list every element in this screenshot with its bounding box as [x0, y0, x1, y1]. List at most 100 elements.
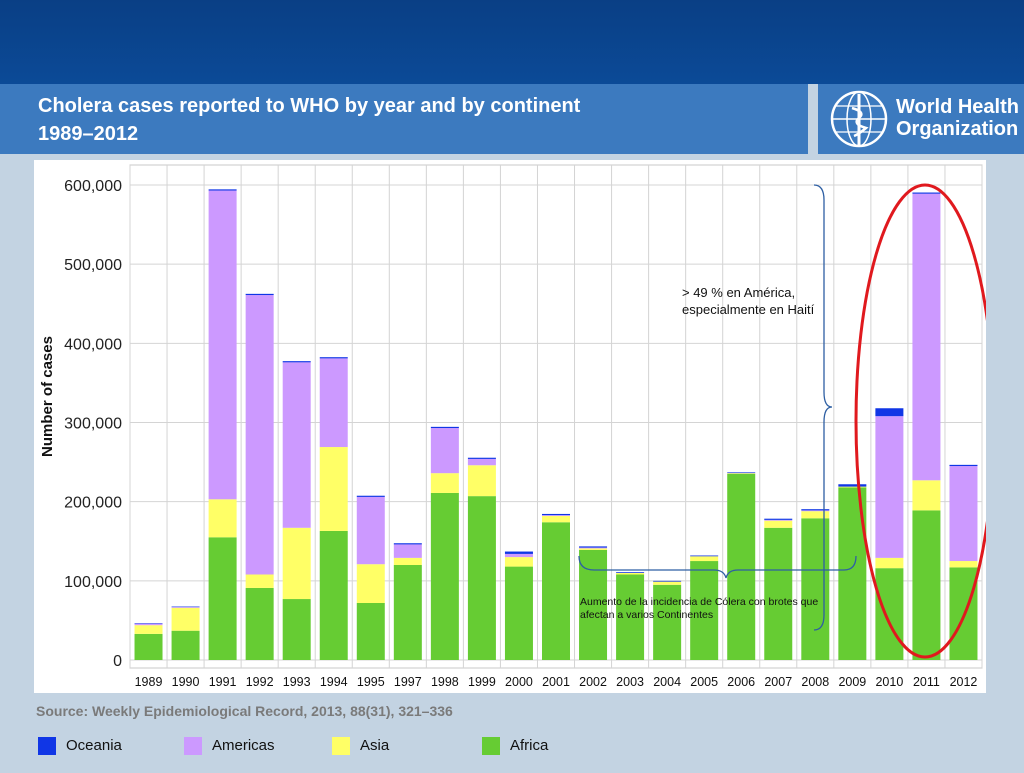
legend-label: Asia	[360, 737, 390, 754]
bar-asia-2012	[949, 561, 978, 568]
annotation-americas-box: > 49 % en América, especialmente en Hait…	[682, 285, 815, 317]
bar-oceania-2008	[801, 509, 830, 511]
bar-asia-1997	[393, 557, 422, 565]
legend-swatch	[332, 737, 350, 755]
x-tick-label: 2000	[505, 675, 533, 689]
bar-asia-1999	[467, 465, 496, 497]
bar-africa-2001	[542, 522, 570, 660]
x-tick-label: 1991	[209, 675, 237, 689]
bar-oceania-1991	[208, 189, 237, 191]
bar-africa-1995	[356, 603, 385, 660]
americas-brace	[813, 184, 833, 631]
bar-africa-2008	[801, 518, 830, 660]
x-tick-label: 1993	[283, 675, 311, 689]
bar-americas-1992	[245, 295, 274, 575]
bar-africa-2004	[653, 584, 682, 660]
x-tick-label: 2002	[579, 675, 607, 689]
bar-africa-2010	[875, 568, 904, 660]
x-tick-label: 2005	[690, 675, 718, 689]
bar-oceania-2009	[838, 484, 867, 487]
bar-americas-1989	[134, 623, 163, 626]
x-tick-label: 1990	[172, 675, 200, 689]
bar-americas-2000	[504, 553, 533, 558]
who-logo-text: World Health Organization	[896, 96, 1019, 140]
x-tick-label: 1997	[394, 675, 422, 689]
bar-oceania-1999	[467, 457, 496, 459]
x-tick-label: 1995	[357, 675, 385, 689]
bar-africa-2011	[912, 510, 941, 660]
legend-label: Africa	[510, 737, 549, 754]
x-tick-label: 2008	[801, 675, 829, 689]
bar-oceania-2001	[542, 513, 570, 516]
bar-asia-1990	[171, 607, 200, 631]
legend-swatch	[38, 737, 56, 755]
bar-asia-2001	[542, 515, 570, 523]
bar-africa-2005	[690, 561, 719, 660]
x-tick-label: 2011	[913, 675, 940, 689]
bar-americas-2012	[949, 466, 978, 562]
bar-asia-1994	[319, 447, 348, 531]
highlight-ellipse	[854, 183, 986, 659]
x-tick-label: 2009	[838, 675, 866, 689]
bar-africa-1990	[171, 630, 200, 660]
bar-africa-1994	[319, 530, 348, 660]
bar-americas-2011	[912, 193, 941, 481]
who-logo-line2: Organization	[896, 118, 1019, 140]
bar-americas-2007	[764, 519, 793, 521]
y-tick-label: 0	[113, 653, 122, 670]
bar-oceania-2003	[616, 572, 645, 573]
bar-oceania-2007	[764, 518, 793, 520]
bar-asia-1993	[282, 527, 311, 600]
bar-americas-1991	[208, 190, 237, 500]
bar-oceania-2012	[949, 464, 978, 467]
bar-oceania-2002	[579, 546, 608, 548]
bar-americas-1994	[319, 358, 348, 448]
bar-oceania-2004	[653, 580, 682, 582]
bar-oceania-2000	[504, 551, 533, 554]
bar-africa-2003	[616, 574, 645, 660]
bar-africa-1997	[393, 565, 422, 660]
bar-oceania-1990	[171, 606, 200, 608]
source-citation: Source: Weekly Epidemiological Record, 2…	[36, 703, 453, 719]
bar-asia-2010	[875, 557, 904, 569]
bar-asia-1995	[356, 564, 385, 603]
bar-asia-2006	[727, 473, 756, 474]
bar-oceania-2005	[690, 555, 719, 557]
bar-americas-1995	[356, 496, 385, 565]
legend-item-asia: Asia	[332, 736, 452, 756]
bar-americas-1993	[282, 362, 311, 528]
bar-asia-2002	[579, 548, 608, 550]
bar-americas-1998	[430, 428, 459, 474]
x-tick-label: 1989	[135, 675, 163, 689]
bar-oceania-2006	[727, 472, 756, 474]
legend-label: Oceania	[66, 737, 122, 754]
bar-oceania-1995	[356, 495, 385, 497]
legend-item-americas: Americas	[184, 736, 304, 756]
x-tick-label: 2003	[616, 675, 644, 689]
annotation-incidence: Aumento de la incidencia de Cólera con b…	[580, 596, 819, 621]
x-tick-label: 2006	[727, 675, 755, 689]
bar-asia-2011	[912, 480, 941, 511]
bar-asia-2003	[616, 572, 645, 575]
bar-africa-1991	[208, 537, 237, 660]
x-tick-label: 1999	[468, 675, 496, 689]
bar-asia-2007	[764, 520, 793, 528]
bar-africa-1993	[282, 599, 311, 660]
chart-frame: 0 100,000 200,000 300,000 400,000 500,000 600,…	[34, 160, 986, 693]
bar-africa-2002	[579, 549, 608, 660]
legend-swatch	[184, 737, 202, 755]
x-tick-label: 1992	[246, 675, 274, 689]
bar-americas-1997	[393, 544, 422, 558]
y-tick-label: 100,000	[64, 574, 122, 591]
bar-asia-1989	[134, 625, 163, 634]
x-tick-label: 2012	[950, 675, 978, 689]
bar-asia-2009	[838, 486, 867, 488]
who-emblem-icon	[830, 90, 888, 148]
legend-label: Americas	[212, 737, 275, 754]
bar-americas-2001	[542, 515, 570, 516]
x-tick-label: 2001	[542, 675, 570, 689]
bar-americas-2008	[801, 510, 830, 512]
bar-americas-2002	[579, 547, 608, 549]
annotation-americas: > 49 % en América, especialmente en Hait…	[682, 285, 815, 317]
bar-americas-1990	[171, 606, 200, 608]
